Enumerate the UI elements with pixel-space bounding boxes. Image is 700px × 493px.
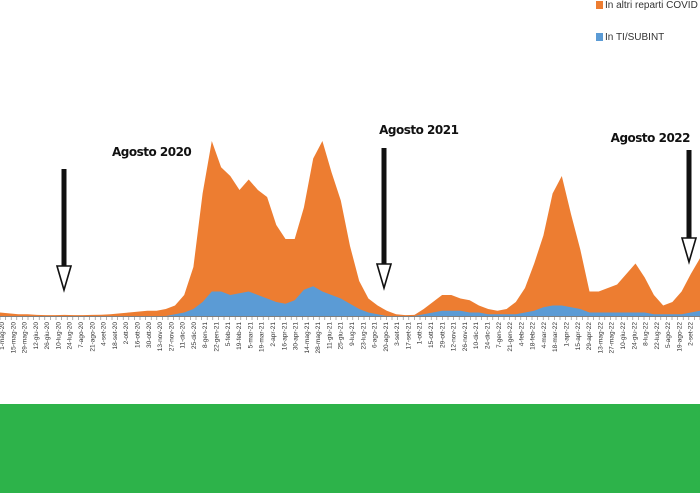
x-tick-label: 4-mar-22 <box>541 322 548 349</box>
arrow-head <box>680 237 698 265</box>
legend-item-altri-reparti: In altri reparti COVID <box>596 0 698 11</box>
x-tick-label: 8-gen-21 <box>202 322 209 348</box>
x-tick-label: 30-ott-20 <box>146 322 153 348</box>
arrow-head <box>375 263 393 291</box>
x-tick-label: 8-lug-22 <box>643 322 650 346</box>
x-tick-label: 5-mar-21 <box>247 322 254 349</box>
x-tick-label: 20-ago-21 <box>383 322 390 352</box>
x-tick-label: 1-ott-21 <box>417 322 424 345</box>
x-tick-label: 15-ott-21 <box>428 322 435 348</box>
x-tick-label: 24-dic-21 <box>484 322 491 349</box>
legend-swatch-orange <box>596 1 603 9</box>
x-tick-label: 2-ott-20 <box>123 322 130 345</box>
x-tick-label: 28-mag-21 <box>315 322 322 354</box>
legend-swatch-blue <box>596 33 603 41</box>
x-tick-label: 21-ago-20 <box>89 322 96 352</box>
x-tick-label: 7-ago-20 <box>78 322 85 348</box>
legend-label-ti-subint: In TI/SUBINT <box>605 32 665 43</box>
x-tick-label: 3-set-21 <box>394 322 401 346</box>
annotation-label: Agosto 2022 <box>611 131 690 145</box>
x-tick-label: 22-gen-21 <box>214 322 221 352</box>
x-tick-label: 6-ago-21 <box>372 322 379 348</box>
x-tick-label: 18-feb-22 <box>530 322 537 350</box>
x-tick-label: 5-feb-21 <box>225 322 232 347</box>
x-tick-label: 11-giu-21 <box>326 322 333 349</box>
x-tick-label: 16-ott-20 <box>134 322 141 348</box>
x-tick-label: 1-mag-20 <box>0 322 6 350</box>
x-tick-label: 26-giu-20 <box>44 322 51 350</box>
x-tick-label: 30-apr-21 <box>293 322 300 351</box>
x-tick-label: 15-mag-20 <box>10 322 17 354</box>
x-tick-label: 22-lug-22 <box>654 322 661 350</box>
annotation-label: Agosto 2020 <box>112 145 191 159</box>
x-tick-label: 27-nov-20 <box>168 322 175 352</box>
x-tick-label: 18-set-20 <box>112 322 119 350</box>
x-tick-label: 1-apr-22 <box>564 322 571 347</box>
x-tick-label: 2-apr-21 <box>270 322 277 347</box>
x-tick-label: 10-giu-22 <box>620 322 627 350</box>
x-tick-label: 29-mag-20 <box>22 322 29 354</box>
x-tick-label: 14-mag-21 <box>304 322 311 354</box>
x-tick-label: 5-ago-22 <box>665 322 672 348</box>
x-tick-label: 2-set-22 <box>688 322 695 346</box>
stacked-area-chart: 1-mag-20 15-mag-20 29-mag-20 12-giu-20 26-gi… <box>0 123 700 354</box>
x-tick-label: 7-gen-22 <box>496 322 503 348</box>
series-area-ti-subint <box>0 286 700 316</box>
x-tick-label: 10-dic-21 <box>473 322 480 349</box>
green-band <box>0 404 700 493</box>
x-tick-label: 19-ago-22 <box>676 322 683 352</box>
x-tick-label: 16-apr-21 <box>281 322 288 351</box>
legend-label-altri-reparti: In altri reparti COVID <box>605 0 698 11</box>
x-tick-label: 27-mag-22 <box>609 322 616 354</box>
x-tick-label: 11-dic-20 <box>180 322 187 349</box>
x-tick-label: 23-lug-21 <box>360 322 367 350</box>
x-tick-label: 29-ott-21 <box>439 322 446 348</box>
x-tick-label: 18-mar-22 <box>552 322 559 352</box>
x-tick-label: 13-nov-20 <box>157 322 164 352</box>
arrow-shaft <box>61 169 67 266</box>
x-tick-label: 12-nov-21 <box>451 322 458 352</box>
x-tick-label: 19-feb-21 <box>236 322 243 350</box>
x-tick-label: 13-mag-22 <box>597 322 604 354</box>
x-tick-label: 10-lug-20 <box>55 322 62 350</box>
arrow-shaft <box>381 148 387 264</box>
x-tick-label: 25-dic-20 <box>191 322 198 349</box>
x-tick-label: 4-feb-22 <box>518 322 525 347</box>
x-tick-label: 17-set-21 <box>405 322 412 350</box>
x-tick-label: 9-lug-21 <box>349 322 356 346</box>
x-tick-label: 26-nov-21 <box>462 322 469 352</box>
x-tick-label: 29-apr-22 <box>586 322 593 351</box>
annotation-label: Agosto 2021 <box>379 123 458 137</box>
x-tick-label: 4-set-20 <box>101 322 108 346</box>
arrow-shaft <box>686 150 692 238</box>
arrow-head <box>55 265 73 293</box>
chart-area: 1-mag-20 15-mag-20 29-mag-20 12-giu-20 26-gi… <box>0 0 700 354</box>
series-area-altri-reparti <box>0 141 700 316</box>
x-tick-label: 19-mar-21 <box>259 322 266 352</box>
x-tick-label: 12-giu-20 <box>33 322 40 350</box>
x-tick-label: 21-gen-22 <box>507 322 514 352</box>
x-tick-label: 24-giu-22 <box>631 322 638 350</box>
legend-item-ti-subint: In TI/SUBINT <box>596 32 664 43</box>
x-tick-label: 24-lug-20 <box>67 322 74 350</box>
x-tick-label: 25-giu-21 <box>338 322 345 350</box>
x-tick-label: 15-apr-22 <box>575 322 582 351</box>
